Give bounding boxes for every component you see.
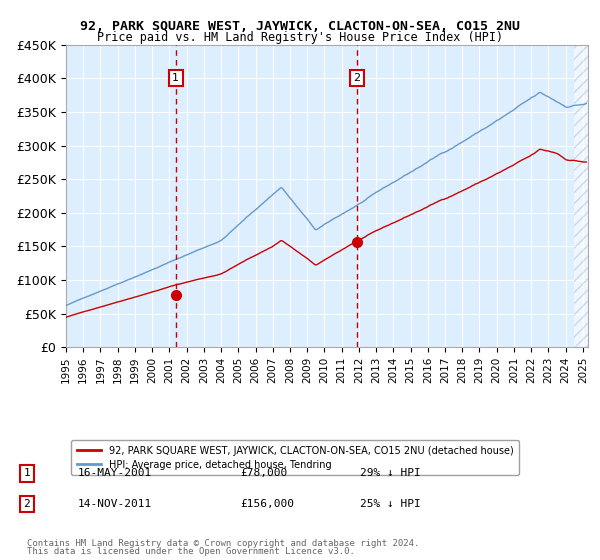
Text: This data is licensed under the Open Government Licence v3.0.: This data is licensed under the Open Gov…: [27, 547, 355, 556]
Text: 14-NOV-2011: 14-NOV-2011: [78, 499, 152, 509]
Bar: [574, 45, 588, 347]
Text: £78,000: £78,000: [240, 468, 287, 478]
Text: Contains HM Land Registry data © Crown copyright and database right 2024.: Contains HM Land Registry data © Crown c…: [27, 539, 419, 548]
Text: £156,000: £156,000: [240, 499, 294, 509]
Text: 2: 2: [353, 73, 360, 83]
Text: 2: 2: [23, 499, 31, 509]
Text: 29% ↓ HPI: 29% ↓ HPI: [360, 468, 421, 478]
Text: 1: 1: [172, 73, 179, 83]
Legend: 92, PARK SQUARE WEST, JAYWICK, CLACTON-ON-SEA, CO15 2NU (detached house), HPI: A: 92, PARK SQUARE WEST, JAYWICK, CLACTON-O…: [71, 440, 520, 475]
Text: 16-MAY-2001: 16-MAY-2001: [78, 468, 152, 478]
Text: 25% ↓ HPI: 25% ↓ HPI: [360, 499, 421, 509]
Text: Price paid vs. HM Land Registry's House Price Index (HPI): Price paid vs. HM Land Registry's House …: [97, 31, 503, 44]
Text: 1: 1: [23, 468, 31, 478]
Text: 92, PARK SQUARE WEST, JAYWICK, CLACTON-ON-SEA, CO15 2NU: 92, PARK SQUARE WEST, JAYWICK, CLACTON-O…: [80, 20, 520, 32]
